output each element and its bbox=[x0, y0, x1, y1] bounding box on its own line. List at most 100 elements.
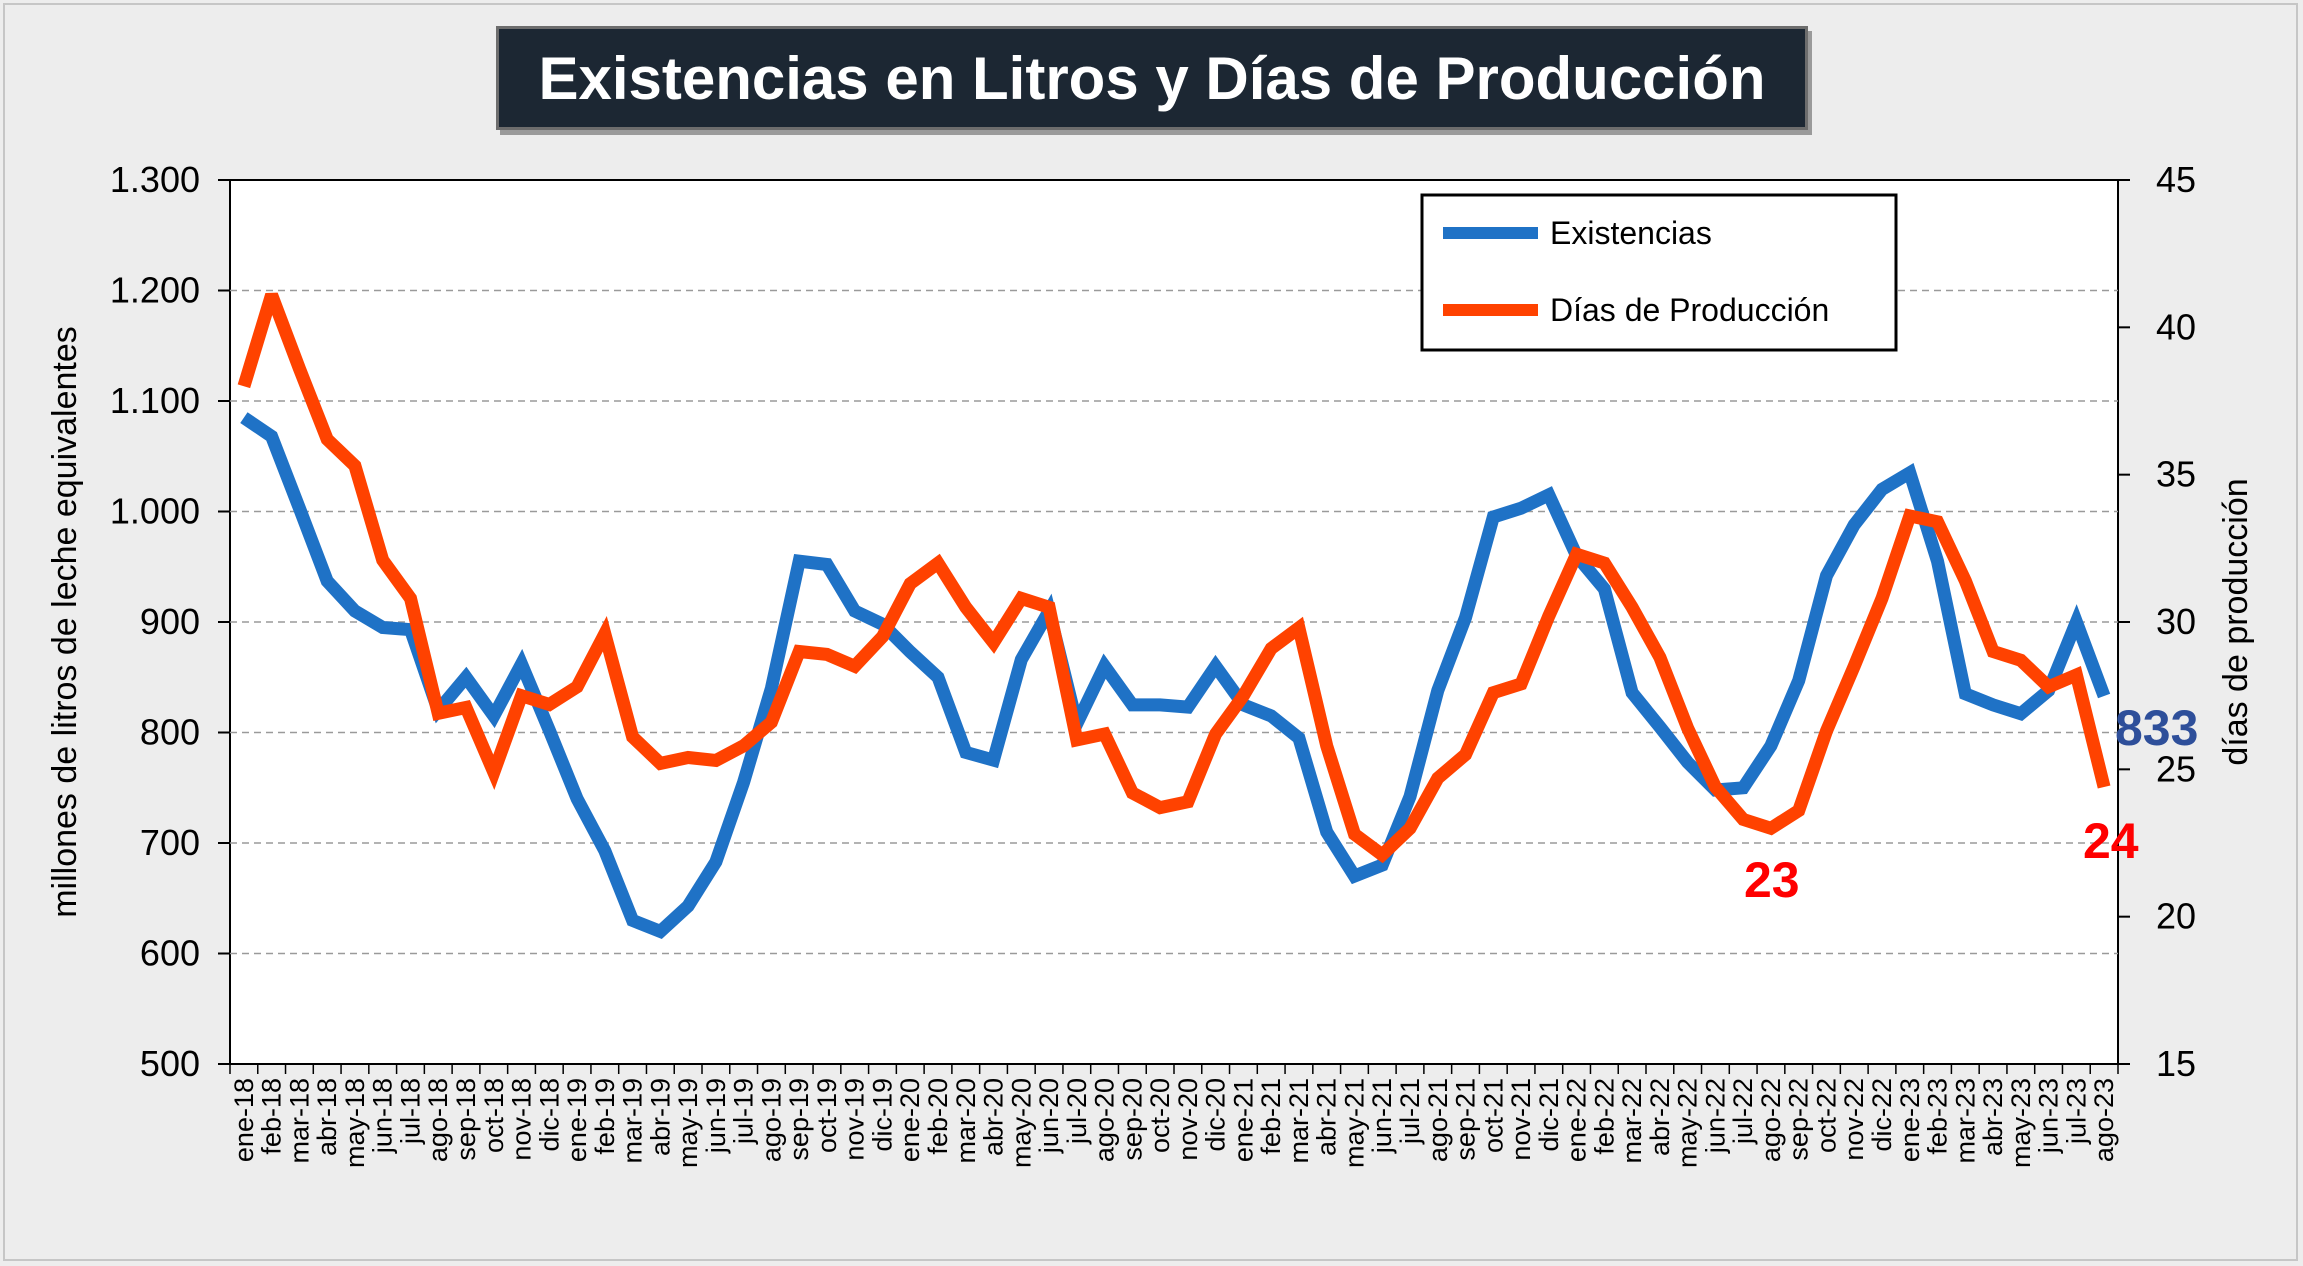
x-tick-label: feb-18 bbox=[257, 1078, 287, 1155]
left-tick-label: 1.000 bbox=[110, 491, 200, 532]
x-tick-label: abr-22 bbox=[1645, 1078, 1675, 1156]
x-tick-label: ene-20 bbox=[895, 1078, 925, 1162]
annotation-24: 24 bbox=[2083, 813, 2139, 869]
x-tick-label: ene-19 bbox=[562, 1078, 592, 1162]
x-tick-label: dic-18 bbox=[534, 1078, 564, 1152]
left-axis-ticks: 500 600 700 800 900 1.000 1.100 1.200 1.300 bbox=[110, 159, 230, 1084]
left-tick-label: 500 bbox=[140, 1043, 200, 1084]
x-tick-label: oct-20 bbox=[1145, 1078, 1175, 1153]
x-tick-label: nov-21 bbox=[1506, 1078, 1536, 1161]
x-tick-label: sep-19 bbox=[784, 1078, 814, 1161]
legend-label-dias-de-produccion: Días de Producción bbox=[1550, 292, 1829, 328]
legend-label-existencias: Existencias bbox=[1550, 215, 1712, 251]
x-tick-label: jun-19 bbox=[701, 1078, 731, 1154]
x-tick-label: mar-18 bbox=[284, 1078, 314, 1164]
x-tick-label: sep-22 bbox=[1784, 1078, 1814, 1161]
x-tick-label: ago-19 bbox=[756, 1078, 786, 1162]
x-tick-label: mar-22 bbox=[1617, 1078, 1647, 1164]
x-tick-label: jul-20 bbox=[1062, 1078, 1092, 1145]
x-tick-label: abr-19 bbox=[645, 1078, 675, 1156]
left-tick-label: 600 bbox=[140, 933, 200, 974]
x-tick-label: nov-20 bbox=[1173, 1078, 1203, 1161]
x-tick-label: jun-18 bbox=[368, 1078, 398, 1154]
x-tick-label: feb-21 bbox=[1256, 1078, 1286, 1155]
x-tick-label: may-23 bbox=[2006, 1078, 2036, 1168]
x-tick-label: jul-23 bbox=[2061, 1078, 2091, 1145]
x-tick-label: may-21 bbox=[1339, 1078, 1369, 1168]
x-tick-label: nov-22 bbox=[1839, 1078, 1869, 1161]
x-tick-label: mar-20 bbox=[951, 1078, 981, 1164]
x-tick-label: may-22 bbox=[1673, 1078, 1703, 1168]
right-tick-label: 45 bbox=[2156, 159, 2196, 200]
left-tick-label: 700 bbox=[140, 822, 200, 863]
x-tick-label: jul-21 bbox=[1395, 1078, 1425, 1145]
x-tick-label: dic-19 bbox=[867, 1078, 897, 1152]
annotation-23: 23 bbox=[1744, 852, 1800, 908]
x-tick-label: mar-23 bbox=[1950, 1078, 1980, 1164]
x-tick-label: oct-18 bbox=[479, 1078, 509, 1153]
x-tick-label: abr-20 bbox=[979, 1078, 1009, 1156]
x-tick-label: dic-21 bbox=[1534, 1078, 1564, 1152]
x-tick-label: jul-18 bbox=[395, 1078, 425, 1145]
x-tick-label: ago-22 bbox=[1756, 1078, 1786, 1162]
x-tick-label: ago-21 bbox=[1423, 1078, 1453, 1162]
x-tick-label: jun-22 bbox=[1700, 1078, 1730, 1154]
x-tick-label: feb-19 bbox=[590, 1078, 620, 1155]
x-tick-label: ene-18 bbox=[229, 1078, 259, 1162]
x-tick-label: mar-21 bbox=[1284, 1078, 1314, 1164]
right-axis-ticks: 15 20 25 30 35 40 45 bbox=[2118, 159, 2196, 1084]
legend-box bbox=[1420, 193, 1898, 352]
right-tick-label: 15 bbox=[2156, 1043, 2196, 1084]
right-axis-title: días de producción bbox=[2217, 478, 2255, 765]
x-tick-label: ene-21 bbox=[1228, 1078, 1258, 1162]
x-tick-label: feb-23 bbox=[1923, 1078, 1953, 1155]
series-line-existencias bbox=[240, 412, 2111, 939]
x-axis-ticks: ene-18feb-18mar-18abr-18may-18jun-18jul-… bbox=[229, 1064, 2119, 1168]
left-tick-label: 1.100 bbox=[110, 380, 200, 421]
x-tick-label: jun-20 bbox=[1034, 1078, 1064, 1154]
right-tick-label: 30 bbox=[2156, 601, 2196, 642]
x-tick-label: nov-18 bbox=[507, 1078, 537, 1161]
x-tick-label: sep-20 bbox=[1117, 1078, 1147, 1161]
series-layer bbox=[237, 292, 2111, 939]
chart-title-box: Existencias en Litros y Días de Producci… bbox=[496, 26, 1808, 130]
right-tick-label: 40 bbox=[2156, 306, 2196, 347]
x-tick-label: may-19 bbox=[673, 1078, 703, 1168]
x-tick-label: jul-19 bbox=[729, 1078, 759, 1145]
x-tick-label: feb-20 bbox=[923, 1078, 953, 1155]
x-tick-label: abr-21 bbox=[1312, 1078, 1342, 1156]
chart-title: Existencias en Litros y Días de Producci… bbox=[538, 44, 1766, 112]
series-line-dias-de-produccion bbox=[237, 292, 2111, 864]
x-tick-label: dic-20 bbox=[1201, 1078, 1231, 1152]
left-tick-label: 900 bbox=[140, 601, 200, 642]
x-tick-label: ene-23 bbox=[1895, 1078, 1925, 1162]
x-tick-label: ago-20 bbox=[1090, 1078, 1120, 1162]
left-tick-label: 1.200 bbox=[110, 270, 200, 311]
x-tick-label: may-18 bbox=[340, 1078, 370, 1168]
left-axis-title: millones de litros de leche equivalentes bbox=[46, 326, 84, 918]
x-tick-label: feb-22 bbox=[1589, 1078, 1619, 1155]
x-tick-label: mar-19 bbox=[618, 1078, 648, 1164]
annotation-833: 833 bbox=[2115, 700, 2198, 756]
x-tick-label: jun-23 bbox=[2034, 1078, 2064, 1154]
right-tick-label: 20 bbox=[2156, 896, 2196, 937]
legend: Existencias Días de Producción bbox=[1420, 193, 1898, 352]
x-tick-label: oct-22 bbox=[1811, 1078, 1841, 1153]
annotations: 833 23 24 bbox=[1744, 700, 2198, 908]
right-tick-label: 25 bbox=[2156, 748, 2196, 789]
x-tick-label: nov-19 bbox=[840, 1078, 870, 1161]
right-tick-label: 35 bbox=[2156, 454, 2196, 495]
x-tick-label: oct-21 bbox=[1478, 1078, 1508, 1153]
left-tick-label: 800 bbox=[140, 712, 200, 753]
x-tick-label: ene-22 bbox=[1562, 1078, 1592, 1162]
x-tick-label: dic-22 bbox=[1867, 1078, 1897, 1152]
x-tick-label: oct-19 bbox=[812, 1078, 842, 1153]
x-tick-label: jun-21 bbox=[1367, 1078, 1397, 1154]
x-tick-label: sep-21 bbox=[1451, 1078, 1481, 1161]
x-tick-label: jul-22 bbox=[1728, 1078, 1758, 1145]
x-tick-label: may-20 bbox=[1006, 1078, 1036, 1168]
x-tick-label: sep-18 bbox=[451, 1078, 481, 1161]
x-tick-label: ago-23 bbox=[2089, 1078, 2119, 1162]
x-tick-label: abr-18 bbox=[312, 1078, 342, 1156]
